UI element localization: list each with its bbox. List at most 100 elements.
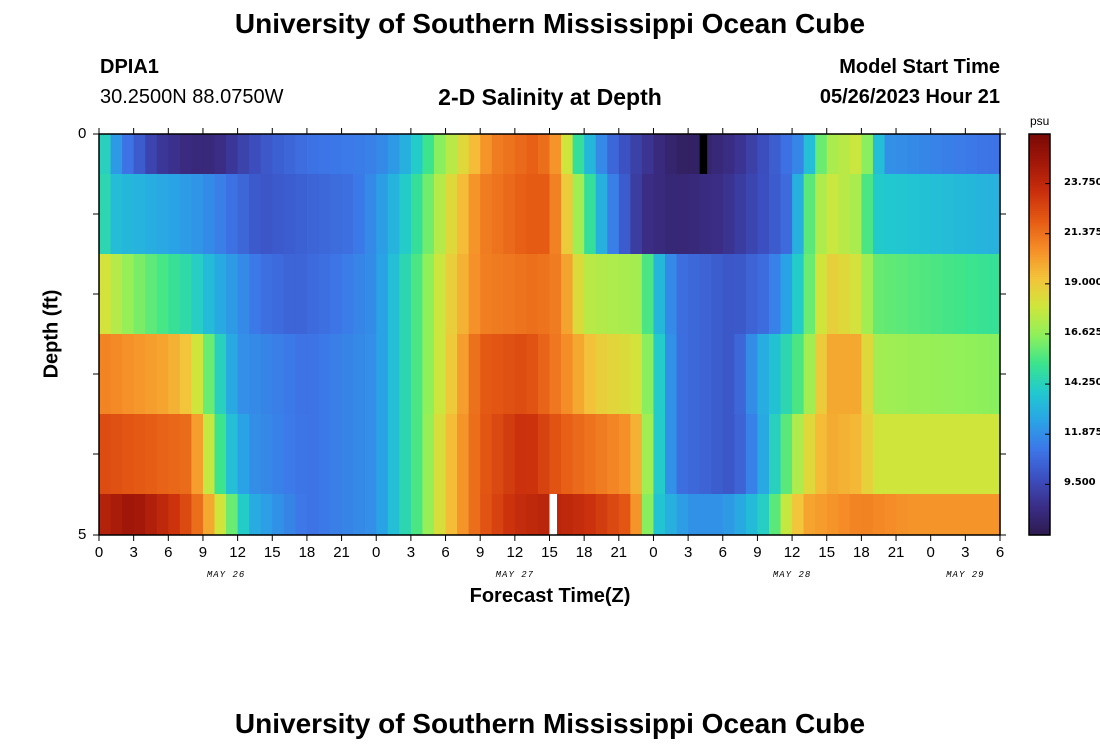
heatmap-cell (768, 414, 782, 494)
heatmap-cell (283, 494, 296, 535)
colorbar-segment (1029, 410, 1050, 414)
heatmap-cell (896, 174, 909, 254)
x-tick-label: 12 (783, 544, 801, 561)
heatmap-cell (861, 174, 874, 254)
heatmap-cell (838, 134, 851, 174)
colorbar-segment (1029, 136, 1050, 139)
heatmap-cell (364, 174, 377, 254)
station-coordinates: 30.2500N 88.0750W (100, 86, 284, 108)
colorbar-segment (1029, 290, 1050, 293)
heatmap-cell (734, 334, 747, 414)
heatmap-cell (503, 494, 516, 535)
colorbar-segment (1029, 316, 1050, 320)
heatmap-cell (734, 254, 747, 334)
heatmap-cell (572, 414, 585, 494)
heatmap-cell (468, 254, 481, 334)
colorbar-segment (1029, 406, 1050, 410)
colorbar-segment (1029, 190, 1050, 193)
heatmap-cell (283, 334, 296, 414)
colorbar-segment (1029, 336, 1050, 340)
colorbar-segment (1029, 282, 1050, 285)
heatmap-cell (341, 134, 354, 174)
y-axis-title: Depth (ft) (40, 289, 63, 379)
heatmap-cell (988, 494, 1001, 535)
colorbar-segment (1029, 354, 1050, 358)
heatmap-cell (122, 254, 135, 334)
heatmap-cell (549, 134, 562, 174)
heatmap-cell (907, 134, 920, 174)
colorbar-segment (1029, 364, 1050, 368)
heatmap-cell (607, 334, 620, 414)
heatmap-cell (826, 334, 839, 414)
colorbar-segment (1029, 212, 1050, 215)
colorbar-segment (1029, 326, 1050, 330)
heatmap-cell (537, 494, 551, 535)
heatmap-cell (630, 414, 643, 494)
heatmap-cell (641, 174, 655, 254)
colorbar-segment (1029, 514, 1050, 518)
heatmap-cell (849, 254, 862, 334)
colorbar-segment (1029, 332, 1050, 336)
heatmap-cell (330, 414, 343, 494)
heatmap-cell (422, 414, 435, 494)
colorbar-segment (1029, 330, 1050, 334)
heatmap-cell (145, 414, 158, 494)
heatmap-cell (122, 174, 135, 254)
colorbar-segment (1029, 434, 1050, 438)
colorbar-segment (1029, 348, 1050, 352)
heatmap-cell (884, 254, 897, 334)
colorbar-segment (1029, 166, 1050, 169)
heatmap-cell (561, 334, 574, 414)
heatmap-cell (896, 134, 909, 174)
heatmap-cell (688, 174, 701, 254)
heatmap-cell (653, 334, 666, 414)
heatmap-cell (306, 254, 320, 334)
heatmap-cell (919, 494, 932, 535)
heatmap-cell (422, 334, 435, 414)
colorbar-segment (1029, 204, 1050, 207)
heatmap-cell (699, 494, 712, 535)
heatmap-cell (711, 414, 724, 494)
heatmap-cell (480, 494, 493, 535)
heatmap-cell (561, 134, 574, 174)
heatmap-cell (399, 494, 412, 535)
heatmap-cell (618, 174, 631, 254)
colorbar-segment (1029, 484, 1050, 488)
x-tick-label: 21 (610, 544, 628, 561)
heatmap-cell (399, 174, 412, 254)
heatmap-cell (988, 134, 1001, 174)
x-tick-label: 0 (649, 544, 658, 561)
colorbar-segment (1029, 246, 1050, 249)
colorbar-tick-label: 9.500 (1064, 477, 1096, 489)
heatmap-cell (179, 134, 193, 174)
heatmap-cell (145, 174, 158, 254)
heatmap-cell (445, 334, 458, 414)
heatmap-cell (145, 494, 158, 535)
colorbar-segment (1029, 344, 1050, 348)
date-label: MAY 29 (946, 570, 985, 580)
heatmap-cell (341, 254, 354, 334)
colorbar-segment (1029, 234, 1050, 237)
heatmap-cell (433, 414, 447, 494)
heatmap-cell (353, 254, 366, 334)
heatmap-cell (688, 254, 701, 334)
heatmap-cell (665, 134, 678, 174)
heatmap-cell (353, 334, 366, 414)
heatmap-cell (526, 254, 539, 334)
heatmap-cell (907, 334, 920, 414)
heatmap-cell (884, 414, 897, 494)
y-tick-label: 0 (78, 125, 87, 142)
heatmap-cell (976, 254, 990, 334)
heatmap-cell (965, 334, 978, 414)
heatmap-cell (387, 174, 400, 254)
x-tick-label: 6 (718, 544, 727, 561)
colorbar-segment (1029, 180, 1050, 183)
heatmap-cell (653, 494, 666, 535)
colorbar-segment (1029, 164, 1050, 167)
x-tick-label: 6 (441, 544, 450, 561)
heatmap-cell (942, 134, 955, 174)
heatmap-cell (468, 414, 481, 494)
heatmap-cell (503, 334, 516, 414)
heatmap-cell (595, 494, 608, 535)
